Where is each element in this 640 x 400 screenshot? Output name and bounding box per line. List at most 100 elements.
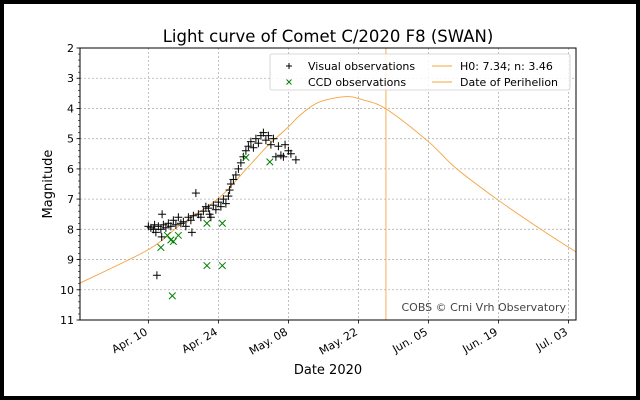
visual-observation-point: [274, 142, 283, 151]
legend-item: H0: 7.34; n: 3.46: [432, 60, 553, 73]
visual-observation-point: [181, 222, 190, 231]
visual-observation-point: [261, 136, 270, 145]
visual-observation-point: [251, 134, 260, 143]
visual-observation-point: [158, 210, 167, 219]
visual-observation-point: [151, 228, 160, 237]
visual-observation-point: [269, 134, 278, 143]
credit-annotation: COBS © Crni Vrh Observatory: [401, 301, 566, 314]
visual-observation-point: [279, 152, 288, 161]
visual-observation-point: [206, 213, 215, 222]
visual-observation-point: [191, 189, 200, 198]
visual-observation-point: [241, 146, 250, 155]
visual-observation-point: [204, 204, 213, 213]
x-tick-label: Jul. 03: [533, 325, 570, 354]
ccd-observation-point: [174, 231, 183, 240]
visual-observation-point: [199, 207, 208, 216]
y-tick-label: 11: [60, 314, 74, 327]
visual-observation-point: [152, 271, 161, 280]
visual-observation-point: [249, 143, 258, 152]
legend-label: CCD observations: [308, 76, 406, 89]
y-axis-ticks: 2 3 4 5 6 7 8 9 10 11: [60, 42, 80, 327]
y-tick-label: 5: [67, 133, 74, 146]
y-tick-label: 6: [67, 163, 74, 176]
ccd-observation-point: [218, 219, 226, 227]
visual-observation-point: [156, 225, 165, 234]
visual-observation-point: [271, 152, 280, 161]
ccd-observation-point: [203, 261, 211, 270]
grid-lines: [80, 48, 576, 320]
y-tick-label: 2: [67, 42, 74, 55]
legend-label: H0: 7.34; n: 3.46: [460, 60, 553, 73]
ccd-observation-point: [242, 153, 250, 162]
visual-observation-point: [161, 223, 170, 232]
visual-observation-point: [291, 155, 300, 164]
plot-area-frame: [79, 47, 577, 321]
visual-observation-point: [189, 211, 198, 220]
visual-observation-point: [231, 170, 240, 179]
visual-observation-point: [225, 186, 234, 195]
visual-observation-point: [286, 149, 295, 158]
visual-observation-point: [157, 232, 166, 241]
visual-observation-point: [179, 217, 188, 226]
legend-item: Date of Perihelion: [432, 76, 558, 89]
light-curve-chart: Light curve of Comet C/2020 F8 (SWAN) 2 3…: [41, 27, 577, 378]
visual-observation-point: [209, 201, 218, 210]
x-marker-icon: [286, 79, 292, 85]
y-tick-label: 10: [60, 284, 74, 297]
visual-observation-point: [254, 139, 263, 148]
ccd-observation-point: [169, 237, 178, 246]
ccd-observation-point: [218, 261, 226, 270]
visual-observation-point: [281, 140, 290, 149]
visual-observation-point: [234, 164, 243, 173]
y-tick-label: 3: [67, 72, 74, 85]
visual-observation-point: [246, 137, 255, 146]
ccd-observation-point: [266, 158, 274, 166]
visual-observation-point: [259, 128, 268, 137]
visual-observation-point: [266, 140, 275, 149]
visual-observation-point: [226, 180, 235, 188]
legend-item: Visual observations: [286, 60, 415, 73]
x-tick-label: May. 08: [247, 325, 290, 357]
visual-observation-point: [169, 216, 178, 225]
visual-observation-point: [187, 228, 196, 237]
visual-observation-point: [229, 175, 238, 184]
visual-observation-point: [150, 220, 159, 229]
ccd-observation-point: [163, 231, 171, 240]
legend-box: [269, 53, 571, 91]
y-tick-label: 7: [67, 193, 74, 206]
visual-observation-point: [214, 198, 223, 207]
visual-observation-point: [166, 222, 175, 231]
ccd-observation-point: [157, 243, 165, 252]
legend-label: Visual observations: [308, 60, 415, 73]
visual-observation-point: [196, 213, 205, 222]
legend-label: Date of Perihelion: [460, 76, 558, 89]
legend-item: CCD observations: [286, 76, 406, 89]
ccd-observation-point: [203, 219, 211, 227]
y-tick-label: 9: [67, 254, 74, 267]
y-tick-label: 4: [67, 102, 74, 115]
visual-observation-point: [244, 142, 253, 151]
visual-observation-point: [221, 199, 230, 208]
visual-observation-point: [171, 220, 180, 229]
x-tick-label: Jun. 05: [390, 325, 430, 356]
x-tick-label: Jun. 19: [460, 325, 500, 356]
visual-observation-point: [211, 205, 220, 214]
x-tick-label: Apr. 10: [110, 325, 150, 356]
observations-layer: [144, 128, 300, 300]
visual-observation-point: [186, 216, 195, 225]
x-axis-label: Date 2020: [294, 363, 362, 378]
visual-observation-point: [264, 131, 273, 140]
ccd-observation-point: [168, 292, 176, 300]
model-curve-line: [80, 96, 576, 284]
visual-observation-point: [224, 192, 233, 201]
visual-observation-point: [219, 195, 228, 204]
visual-observation-point: [174, 213, 183, 222]
y-axis-label: Magnitude: [41, 150, 56, 219]
legend: Visual observations CCD observations H0: 7…: [269, 53, 571, 91]
visual-observation-point: [236, 158, 245, 167]
y-tick-label: 8: [67, 223, 74, 236]
x-axis-ticks: Apr. 10 Apr. 24 May. 08 May. 22 Jun. 05 Jun. …: [110, 320, 570, 358]
x-tick-label: Apr. 24: [180, 325, 220, 356]
x-tick-label: May. 22: [317, 325, 360, 357]
